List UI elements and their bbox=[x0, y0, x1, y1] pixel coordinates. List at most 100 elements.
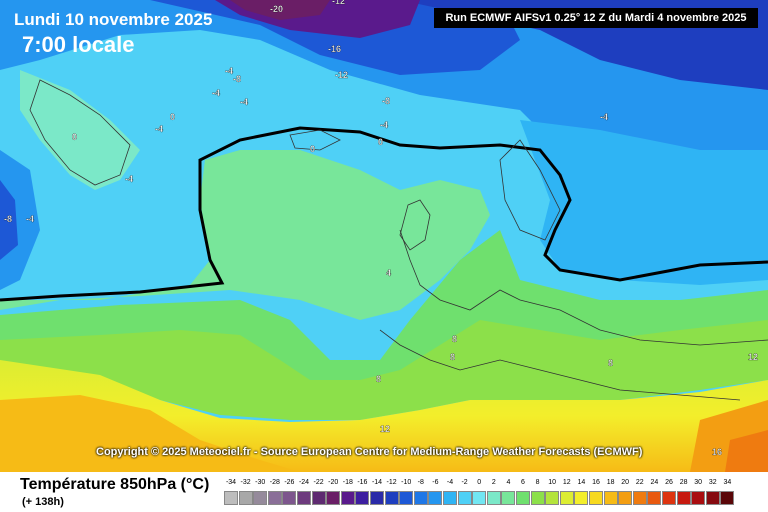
temp-zone-west bbox=[0, 150, 40, 290]
isotherm-label: 12 bbox=[380, 424, 390, 434]
isotherm-label: -8 bbox=[4, 214, 12, 224]
legend-swatch bbox=[705, 491, 720, 505]
isotherm-label: -8 bbox=[382, 96, 390, 106]
forecast-time: 7:00 locale bbox=[22, 32, 135, 57]
legend-swatch bbox=[253, 491, 268, 505]
isotherm-label: 0 bbox=[72, 132, 77, 142]
legend-tick: 18 bbox=[606, 479, 615, 486]
isotherm-label: -4 bbox=[155, 124, 163, 134]
isotherm-label: -16 bbox=[328, 44, 341, 54]
legend-swatch bbox=[282, 491, 297, 505]
legend-swatch bbox=[589, 491, 603, 505]
isotherm-label: 0 bbox=[170, 112, 175, 122]
legend-tick: 26 bbox=[665, 479, 673, 486]
legend-swatch bbox=[603, 491, 618, 505]
legend-swatch bbox=[647, 491, 662, 505]
coastline-scandinavia bbox=[499, 139, 561, 241]
legend-swatch bbox=[545, 491, 560, 505]
coastline-british-isles bbox=[399, 199, 431, 251]
legend-tick: 0 bbox=[477, 479, 482, 486]
legend-swatch bbox=[691, 491, 706, 505]
legend-swatch bbox=[632, 491, 647, 505]
legend-tick: -28 bbox=[269, 479, 280, 486]
legend-swatch bbox=[574, 491, 589, 505]
legend-swatch bbox=[486, 491, 501, 505]
legend-tick: 30 bbox=[694, 479, 703, 486]
isotherm-label: -20 bbox=[270, 4, 283, 14]
isotherm-label: -12 bbox=[332, 0, 345, 6]
isotherm-label: -4 bbox=[240, 97, 248, 107]
legend-swatch bbox=[457, 491, 472, 505]
legend-swatch bbox=[516, 491, 530, 505]
legend-swatch bbox=[238, 491, 253, 505]
legend-tick: 24 bbox=[650, 479, 659, 486]
legend-tick: -20 bbox=[328, 479, 339, 486]
temp-zone-minus12 bbox=[150, 0, 520, 75]
legend-swatch bbox=[501, 491, 516, 505]
isotherm-label: 12 bbox=[748, 352, 758, 362]
greenland-zone bbox=[20, 70, 140, 190]
legend-tick: 2 bbox=[491, 479, 496, 486]
legend-tick: 6 bbox=[521, 479, 525, 486]
legend-swatch bbox=[618, 491, 633, 505]
legend-tick: 28 bbox=[679, 479, 688, 486]
legend-tick: 4 bbox=[506, 479, 511, 486]
isotherm-label: 8 bbox=[450, 352, 455, 362]
legend-swatch bbox=[340, 491, 355, 505]
legend-tick: 12 bbox=[562, 479, 571, 486]
color-scale-legend: -34 -32 -30 -28 -26 -24 -22 -20 -18 -16 -14 -12 -10-… bbox=[224, 478, 744, 508]
legend-tick: 10 bbox=[548, 479, 557, 486]
coastline-europe bbox=[399, 229, 768, 346]
legend-tick: -24 bbox=[298, 479, 310, 486]
temp-zone-16-west bbox=[0, 395, 300, 472]
legend-swatch bbox=[720, 491, 735, 505]
isotherm-label: 8 bbox=[376, 374, 381, 384]
legend-swatch bbox=[472, 491, 487, 505]
legend-swatch bbox=[384, 491, 399, 505]
temp-zone-8 bbox=[0, 320, 768, 420]
legend-tick: 34 bbox=[723, 479, 732, 486]
legend-tick: -32 bbox=[240, 479, 251, 486]
legend-swatch bbox=[326, 491, 341, 505]
isotherm-label: 16 bbox=[712, 447, 722, 457]
isotherm-label: -4 bbox=[225, 66, 233, 76]
temp-zone-west-cold bbox=[0, 180, 18, 260]
temperature-map: -20-16-12-8-4-4-8-4-4-400-400-4-8-448888… bbox=[0, 0, 768, 472]
model-run-info: Run ECMWF AIFSv1 0.25° 12 Z du Mardi 4 n… bbox=[434, 8, 758, 28]
isotherm-label: 8 bbox=[452, 334, 457, 344]
legend-tick: -14 bbox=[371, 479, 383, 486]
legend-swatch bbox=[311, 491, 326, 505]
isotherm-label: -4 bbox=[26, 214, 34, 224]
forecast-lead-time: (+ 138h) bbox=[22, 496, 64, 508]
forecast-date: Lundi 10 novembre 2025 bbox=[14, 10, 213, 29]
coastline-mediterranean bbox=[379, 329, 741, 401]
temp-zone-20-east bbox=[725, 430, 768, 472]
legend-tick: 20 bbox=[621, 479, 630, 486]
legend-tick: -16 bbox=[357, 479, 368, 486]
legend-tick: -26 bbox=[284, 479, 295, 486]
legend-tick: -30 bbox=[255, 479, 266, 486]
isotherm-label: 4 bbox=[386, 268, 391, 278]
legend-swatch bbox=[267, 491, 282, 505]
legend-swatch bbox=[530, 491, 545, 505]
temp-zone-0-to-4 bbox=[0, 150, 490, 320]
legend-swatch bbox=[224, 491, 238, 505]
variable-name: Température 850hPa (°C) bbox=[20, 476, 210, 493]
legend-tick: -34 bbox=[225, 479, 237, 486]
legend-swatch bbox=[355, 491, 370, 505]
legend-tick: -22 bbox=[313, 479, 324, 486]
legend-tick: -8 bbox=[417, 479, 424, 486]
coastline-greenland bbox=[29, 79, 131, 186]
legend-swatch bbox=[428, 491, 443, 505]
legend-tick: -6 bbox=[432, 479, 439, 486]
isotherm-label: -4 bbox=[212, 88, 220, 98]
legend-tick: 14 bbox=[577, 479, 586, 486]
zero-degree-isotherm bbox=[0, 126, 768, 302]
legend-tick: 32 bbox=[708, 479, 717, 486]
isotherm-label: -8 bbox=[233, 74, 241, 84]
legend-swatch bbox=[399, 491, 414, 505]
legend-swatch bbox=[676, 491, 691, 505]
temp-zone-east bbox=[520, 120, 768, 285]
isotherm-label: 0 bbox=[310, 144, 315, 154]
